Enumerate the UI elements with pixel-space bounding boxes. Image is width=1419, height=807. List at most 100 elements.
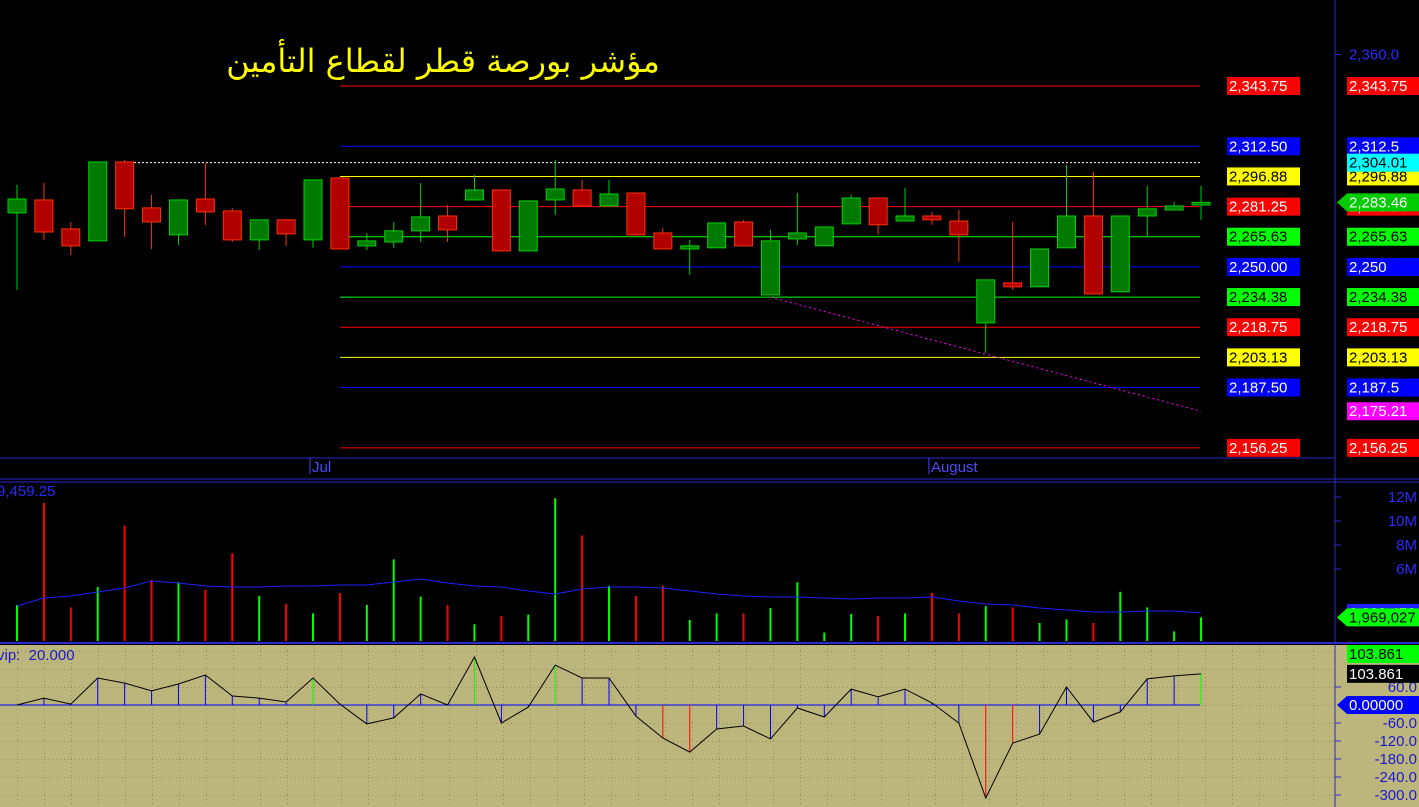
axis-level-label-box [1347,348,1419,367]
axis-level-label: 2,265.63 [1349,229,1407,246]
candle-body [1137,208,1157,217]
candle-body [1003,282,1023,288]
resistance-label-box [1347,153,1419,172]
resistance-label: 2,304.01 [1349,155,1407,172]
candle-body [195,198,215,213]
candle-body [814,226,834,247]
candle-body [545,188,565,201]
candle-body [626,192,646,236]
candle-body [357,240,377,247]
axis-level-label: 2,296.88 [1349,168,1407,185]
candle-body [34,199,54,233]
candle-body [734,221,754,247]
level-label: 2,312.50 [1229,138,1287,155]
volume-label: 1,969,027 [1349,609,1416,626]
level-label: 2,218.75 [1229,319,1287,336]
y-tick-label: 10M [1388,513,1417,530]
oscillator-header: vip: 20.000 [0,647,75,664]
level-label-box [1227,197,1300,216]
axis-level-label: 2,343.75 [1349,78,1407,95]
level-label-box [1227,257,1300,276]
candle-body [7,198,27,214]
axis-level-label: 2,218.75 [1349,319,1407,336]
axis-level-label-box [1347,378,1419,397]
level-label: 2,156.25 [1229,440,1287,457]
candle-body [922,215,942,221]
volume-label-box [1347,608,1419,627]
zero-label-arrow [1337,696,1347,714]
candle-body [1164,205,1184,211]
candle-body [1083,215,1103,295]
candle-body [599,193,619,207]
candle-body [841,197,861,225]
axis-level-label: 2,312.5 [1349,138,1399,155]
candle-body [1030,248,1050,288]
y-tick-label: 2,360.0 [1349,47,1399,64]
oscillator-header-value: 103.861 [1349,646,1403,663]
oscillator-header-value-box [1347,645,1419,663]
trend-label: 2,175.21 [1349,403,1407,420]
level-label: 2,265.63 [1229,229,1287,246]
y-tick-label: 8M [1396,537,1417,554]
axis-level-label-box [1347,227,1419,246]
chart-title: مؤشر بورصة قطر لقطاع التأمين [226,39,659,80]
candle-body [949,220,969,236]
level-label-box [1227,167,1300,186]
oscillator-value-box [1347,664,1419,683]
level-label: 2,343.75 [1229,78,1287,95]
volume-header: 9,459.25 [0,483,55,500]
level-label-box [1227,348,1300,367]
axis-level-label-box [1347,288,1419,307]
y-tick-label: 6M [1396,561,1417,578]
level-label-box [1227,76,1300,95]
candle-body [438,215,458,231]
zero-label-box [1347,696,1419,714]
candle-body [115,161,135,210]
axis-level-label: 2,234.38 [1349,289,1407,306]
level-label: 2,234.38 [1229,289,1287,306]
level-label-box [1227,438,1300,457]
axis-level-label-box [1347,438,1419,457]
x-tick-label: Jul [312,459,331,476]
y-tick-label: -240.0 [1374,769,1417,786]
candle-body [384,230,404,243]
axis-level-label-box [1347,257,1419,276]
axis-level-label-box [1347,318,1419,337]
level-label: 2,296.88 [1229,168,1287,185]
y-tick-label: 12M [1388,489,1417,506]
level-label: 2,203.13 [1229,349,1287,366]
level-label-box [1227,288,1300,307]
y-tick-label: -300.0 [1374,787,1417,804]
y-tick-label: -180.0 [1374,751,1417,768]
candle-body [680,245,700,250]
trend-line [770,296,1202,412]
candle-body [760,240,780,296]
candle-body [572,189,592,207]
volume-average [16,578,1202,614]
trend-label-box [1347,402,1419,421]
candle-body [1191,201,1211,206]
candle-body [411,216,431,232]
candle-body [976,279,996,324]
candle-body [707,222,727,249]
axis-level-label: 2,250 [1349,259,1387,276]
last-price-label-arrow [1337,193,1347,212]
candle-body [61,228,81,247]
axis-level-label: 2,156.25 [1349,440,1407,457]
axis-level-label: 2,187.5 [1349,380,1399,397]
candle-body [787,232,807,240]
candle-body [249,219,269,241]
candle-body [868,197,888,226]
candle-body [142,207,162,223]
level-label: 2,187.50 [1229,380,1287,397]
x-tick-label: August [931,459,979,476]
axis-level-label-box [1347,137,1419,156]
candle-body [653,232,673,250]
candle-body [276,219,296,235]
candle-body [1056,215,1076,249]
axis-level-label-box [1347,76,1419,95]
oscillator-line [16,655,1202,800]
last-price-label: 2,283.46 [1349,194,1407,211]
